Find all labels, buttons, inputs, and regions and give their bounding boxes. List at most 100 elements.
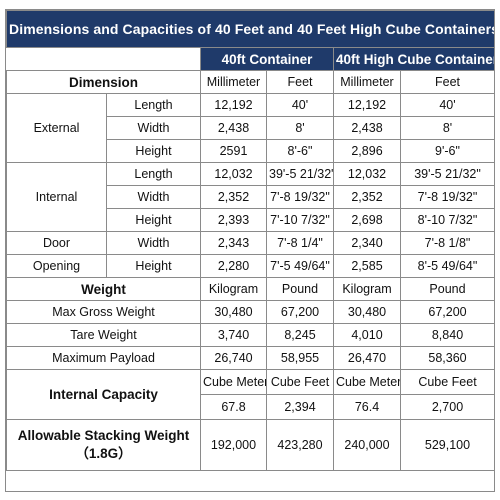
value-cell: 30,480 xyxy=(200,300,267,324)
door-label: Door xyxy=(6,231,107,255)
value-cell: 240,000 xyxy=(333,419,401,471)
value-cell: 7'-8 1/8" xyxy=(400,231,495,255)
row-label: Height xyxy=(106,208,201,232)
capacity-label: Internal Capacity xyxy=(6,369,201,420)
table-row: Tare Weight 3,740 8,245 4,010 8,840 xyxy=(6,323,495,347)
table-row: Height 2591 8'-6" 2,896 9'-6" xyxy=(7,139,495,163)
dimension-units-row: Dimension Millimeter Feet Millimeter Fee… xyxy=(6,70,495,94)
capacity-units-row: Internal Capacity Cube Meter Cube Feet C… xyxy=(6,369,495,420)
opening-label: Opening xyxy=(6,254,107,278)
value-cell: 7'-10 7/32" xyxy=(266,208,334,232)
row-label: Length xyxy=(106,162,201,186)
value-cell: 2,352 xyxy=(333,185,401,209)
value-cell: 12,032 xyxy=(200,162,267,186)
value-cell: 30,480 xyxy=(333,300,401,324)
value-cell: 26,740 xyxy=(200,346,267,370)
value-cell: 8,245 xyxy=(266,323,334,347)
unit-cell: Feet xyxy=(266,70,334,94)
value-cell: 7'-8 1/4" xyxy=(266,231,334,255)
unit-cell: Pound xyxy=(400,277,495,301)
value-cell: 58,360 xyxy=(400,346,495,370)
value-cell: 4,010 xyxy=(333,323,401,347)
unit-cell: Feet xyxy=(400,70,495,94)
row-label: Max Gross Weight xyxy=(6,300,201,324)
value-cell: 2,896 xyxy=(333,139,401,163)
value-cell: 40' xyxy=(400,93,495,117)
table-row: Height 2,393 7'-10 7/32" 2,698 8'-10 7/3… xyxy=(7,208,495,232)
value-cell: 67,200 xyxy=(266,300,334,324)
value-cell: 8' xyxy=(400,116,495,140)
unit-cell: Millimeter xyxy=(333,70,401,94)
weight-units-row: Weight Kilogram Pound Kilogram Pound xyxy=(6,277,495,301)
value-cell: 2,438 xyxy=(200,116,267,140)
row-label: Width xyxy=(106,185,201,209)
table-row: Maximum Payload 26,740 58,955 26,470 58,… xyxy=(6,346,495,370)
value-cell: 7'-8 19/32" xyxy=(266,185,334,209)
value-cell: 8' xyxy=(266,116,334,140)
value-cell: 2,280 xyxy=(200,254,267,278)
unit-cell: Cube Meter xyxy=(333,369,401,395)
value-cell: 12,032 xyxy=(333,162,401,186)
value-cell: 529,100 xyxy=(400,419,495,471)
table-title: Dimensions and Capacities of 40 Feet and… xyxy=(6,10,495,48)
table-row: Internal Length 12,032 39'-5 21/32" 12,0… xyxy=(6,162,495,232)
row-label: Height xyxy=(106,139,201,163)
unit-cell: Kilogram xyxy=(200,277,267,301)
value-cell: 2,700 xyxy=(400,394,495,420)
unit-cell: Millimeter xyxy=(200,70,267,94)
header-40ft: 40ft Container xyxy=(200,47,334,71)
value-cell: 2,394 xyxy=(266,394,334,420)
value-cell: 12,192 xyxy=(333,93,401,117)
value-cell: 2591 xyxy=(200,139,267,163)
row-label: Width xyxy=(106,116,201,140)
value-cell: 2,393 xyxy=(200,208,267,232)
table-row: Door Width 2,343 7'-8 1/4" 2,340 7'-8 1/… xyxy=(6,231,495,255)
header-blank xyxy=(6,47,201,71)
capacity-values-row: 67.8 2,394 76.4 2,700 xyxy=(7,394,495,420)
value-cell: 67,200 xyxy=(400,300,495,324)
row-label: Maximum Payload xyxy=(6,346,201,370)
value-cell: 2,585 xyxy=(333,254,401,278)
table-row: External Length 12,192 40' 12,192 40' xyxy=(6,93,495,163)
value-cell: 76.4 xyxy=(333,394,401,420)
weight-label: Weight xyxy=(6,277,201,301)
value-cell: 423,280 xyxy=(266,419,334,471)
value-cell: 12,192 xyxy=(200,93,267,117)
value-cell: 39'-5 21/32" xyxy=(266,162,334,186)
table-row: Width 2,438 8' 2,438 8' xyxy=(7,116,495,140)
unit-cell: Cube Feet xyxy=(400,369,495,395)
table-row: Opening Height 2,280 7'-5 49/64" 2,585 8… xyxy=(6,254,495,278)
title-row: Dimensions and Capacities of 40 Feet and… xyxy=(6,10,495,48)
unit-cell: Pound xyxy=(266,277,334,301)
value-cell: 67.8 xyxy=(200,394,267,420)
value-cell: 9'-6" xyxy=(400,139,495,163)
value-cell: 192,000 xyxy=(200,419,267,471)
value-cell: 40' xyxy=(266,93,334,117)
value-cell: 58,955 xyxy=(266,346,334,370)
stacking-label: Allowable Stacking Weight（1.8G） xyxy=(6,419,201,471)
value-cell: 2,343 xyxy=(200,231,267,255)
value-cell: 8,840 xyxy=(400,323,495,347)
stacking-row: Allowable Stacking Weight（1.8G） 192,000 … xyxy=(6,419,495,471)
row-label: Tare Weight xyxy=(6,323,201,347)
unit-cell: Cube Meter xyxy=(200,369,267,395)
table-row: Max Gross Weight 30,480 67,200 30,480 67… xyxy=(6,300,495,324)
container-header-row: 40ft Container 40ft High Cube Container xyxy=(6,47,495,71)
row-label: Width xyxy=(106,231,201,255)
unit-cell: Kilogram xyxy=(333,277,401,301)
value-cell: 2,340 xyxy=(333,231,401,255)
value-cell: 3,740 xyxy=(200,323,267,347)
value-cell: 2,352 xyxy=(200,185,267,209)
dimension-label: Dimension xyxy=(6,70,201,94)
value-cell: 8'-10 7/32" xyxy=(400,208,495,232)
internal-label: Internal xyxy=(6,162,107,232)
container-table-frame: Dimensions and Capacities of 40 Feet and… xyxy=(5,9,495,492)
value-cell: 7'-5 49/64" xyxy=(266,254,334,278)
value-cell: 7'-8 19/32" xyxy=(400,185,495,209)
value-cell: 2,438 xyxy=(333,116,401,140)
container-dimensions-table: Dimensions and Capacities of 40 Feet and… xyxy=(6,10,495,471)
header-40hc: 40ft High Cube Container xyxy=(333,47,495,71)
value-cell: 8'-5 49/64" xyxy=(400,254,495,278)
external-label: External xyxy=(6,93,107,163)
row-label: Height xyxy=(106,254,201,278)
